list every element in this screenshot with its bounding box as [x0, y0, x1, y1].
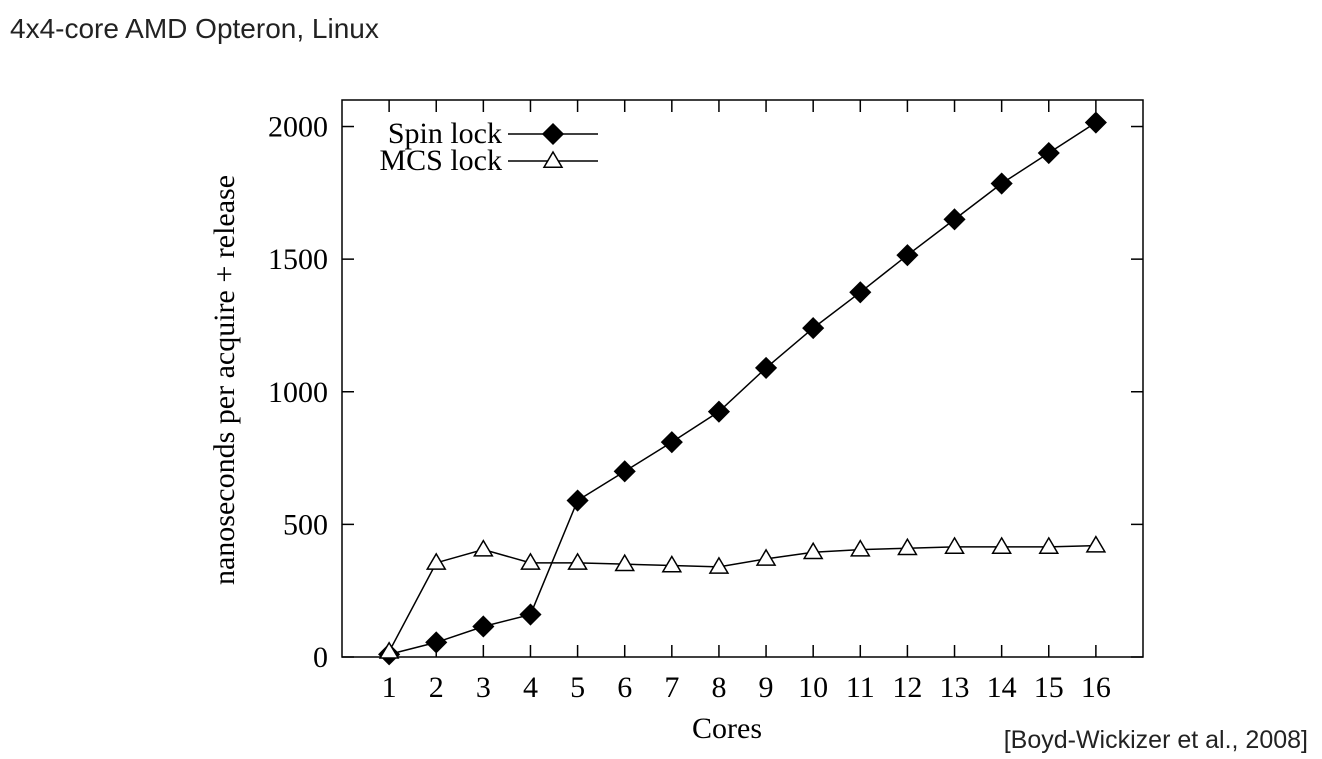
x-tick-label: 16	[1081, 671, 1111, 704]
marker	[1084, 111, 1107, 134]
y-tick-label: 0	[313, 641, 328, 674]
series-line	[388, 121, 1097, 656]
marker	[802, 541, 824, 560]
marker	[755, 548, 777, 566]
marker	[754, 356, 778, 379]
y-tick-label: 1000	[268, 376, 328, 409]
legend-label: MCS lock	[379, 144, 502, 177]
x-tick-label: 8	[711, 671, 726, 704]
x-tick-label: 11	[846, 671, 875, 704]
y-tick-label: 500	[283, 508, 328, 541]
series-line	[388, 544, 1096, 653]
x-axis-label: Cores	[692, 712, 762, 745]
x-tick-label: 14	[987, 671, 1017, 704]
marker	[849, 281, 872, 304]
marker	[849, 539, 871, 557]
plot-frame	[341, 99, 1144, 658]
x-tick-label: 15	[1034, 671, 1064, 704]
x-tick-label: 5	[570, 671, 585, 704]
x-tick-label: 1	[382, 671, 397, 704]
marker	[897, 537, 918, 556]
legend-label: Spin lock	[388, 117, 502, 150]
marker	[661, 555, 683, 573]
x-tick-label: 6	[617, 671, 632, 704]
marker	[566, 489, 589, 512]
marker	[943, 208, 966, 231]
marker	[990, 172, 1013, 195]
y-axis-label: nanoseconds per acquire + release	[208, 175, 241, 585]
y-tick-label: 2000	[268, 111, 328, 144]
y-tick-label: 1500	[268, 243, 328, 276]
marker	[519, 603, 542, 626]
marker	[472, 615, 495, 638]
marker	[660, 431, 683, 454]
x-tick-label: 7	[664, 671, 679, 704]
marker	[1038, 536, 1060, 554]
marker	[708, 556, 730, 574]
citation: [Boyd-Wickizer et al., 2008]	[1004, 726, 1308, 754]
marker	[991, 536, 1012, 554]
marker	[378, 641, 400, 659]
marker	[802, 317, 825, 340]
marker	[613, 460, 636, 483]
x-tick-label: 13	[940, 671, 970, 704]
x-tick-label: 2	[429, 671, 444, 704]
legend-marker	[542, 150, 564, 169]
marker	[614, 553, 636, 572]
x-tick-label: 12	[892, 671, 922, 704]
marker	[944, 536, 965, 554]
marker	[567, 552, 588, 570]
x-tick-label: 10	[798, 671, 828, 704]
marker	[425, 631, 448, 654]
marker	[520, 552, 541, 570]
x-tick-label: 3	[476, 671, 491, 704]
marker	[1037, 141, 1060, 165]
marker	[707, 400, 731, 423]
legend-marker	[541, 122, 565, 146]
marker	[473, 539, 494, 557]
subtitle: 4x4-core AMD Opteron, Linux	[10, 13, 379, 44]
marker	[425, 552, 447, 570]
x-tick-label: 9	[759, 671, 774, 704]
marker	[896, 244, 919, 267]
x-tick-label: 4	[523, 671, 538, 704]
marker	[1085, 535, 1107, 553]
